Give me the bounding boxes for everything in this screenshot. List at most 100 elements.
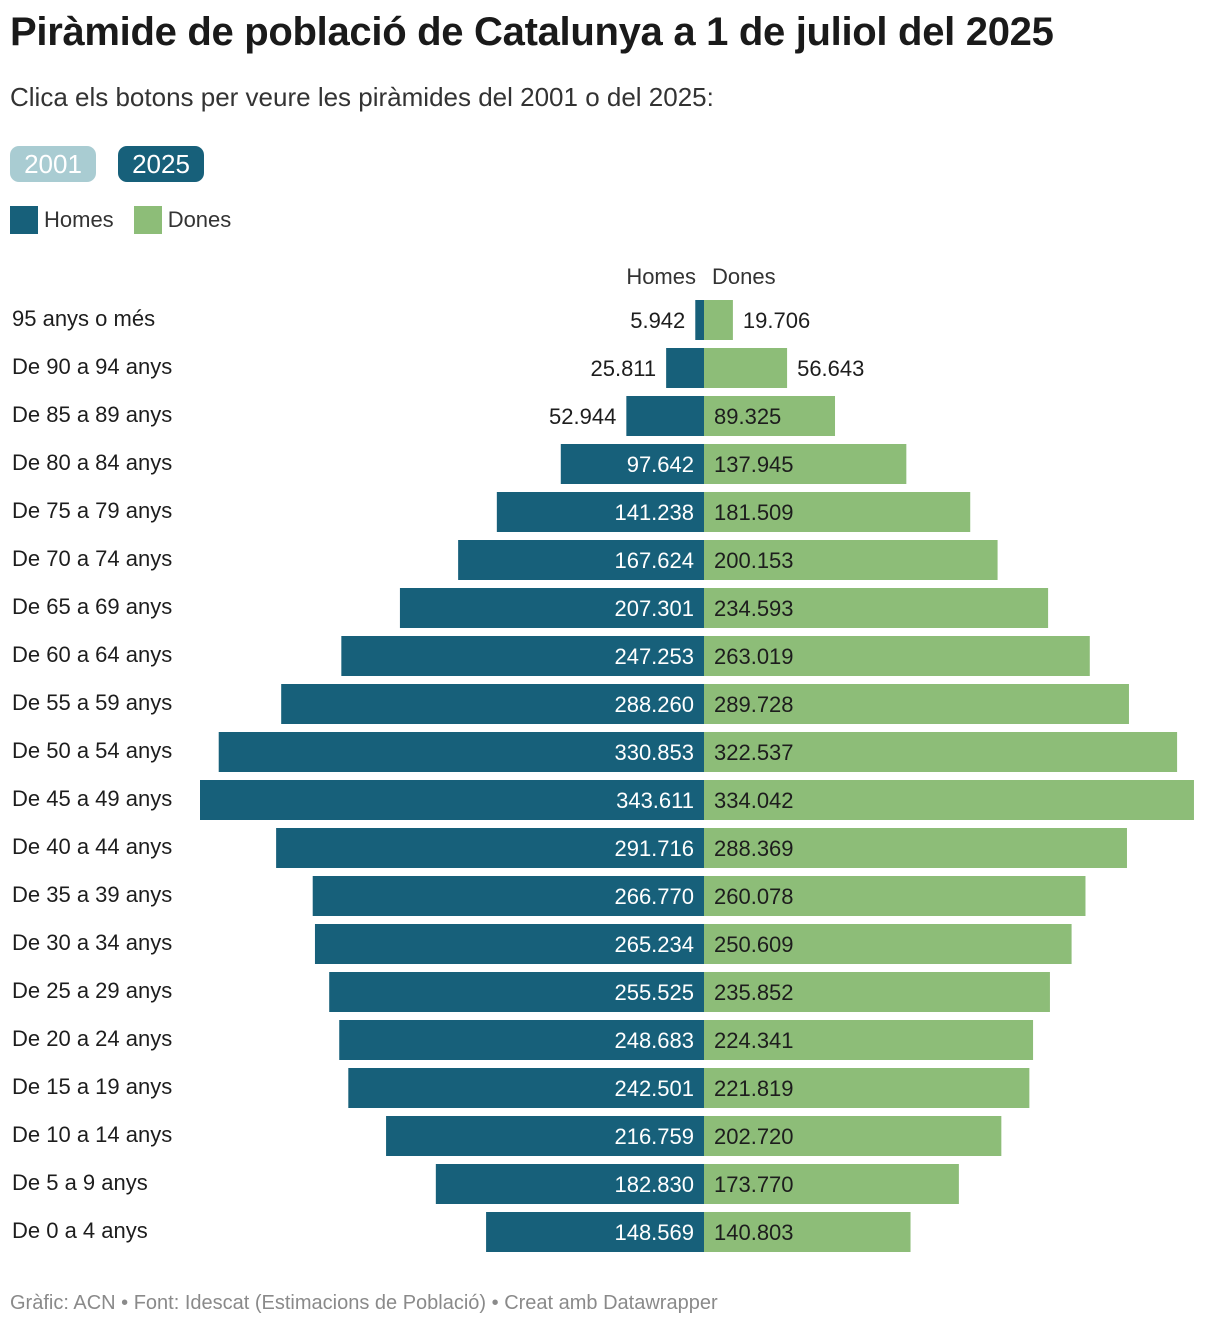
bar-dones: [704, 924, 1072, 964]
bar-homes: [399, 588, 704, 628]
category-label: De 35 a 39 anys: [12, 882, 172, 907]
legend-item-homes: Homes: [10, 206, 114, 234]
category-label: De 80 a 84 anys: [12, 450, 172, 475]
category-label: De 60 a 64 anys: [12, 642, 172, 667]
bar-dones: [704, 972, 1050, 1012]
value-label-homes: 148.569: [614, 1220, 694, 1245]
value-label-homes: 216.759: [614, 1124, 694, 1149]
value-label-dones: 137.945: [714, 452, 794, 477]
category-label: De 0 a 4 anys: [12, 1218, 148, 1243]
value-label-homes: 265.234: [614, 932, 694, 957]
bar-dones: [704, 732, 1178, 772]
column-header-homes: Homes: [626, 264, 696, 289]
category-label: De 30 a 34 anys: [12, 930, 172, 955]
bar-homes: [329, 972, 704, 1012]
category-label: De 25 a 29 anys: [12, 978, 172, 1003]
value-label-dones: 224.341: [714, 1028, 794, 1053]
bar-homes: [560, 444, 704, 484]
value-label-homes: 247.253: [614, 644, 694, 669]
bar-dones: [704, 1116, 1002, 1156]
bar-dones: [704, 1020, 1034, 1060]
bar-homes: [666, 348, 704, 388]
category-label: De 70 a 74 anys: [12, 546, 172, 571]
category-label: 95 anys o més: [12, 306, 155, 331]
value-label-homes: 343.611: [616, 788, 694, 813]
bar-dones: [704, 1164, 959, 1204]
value-label-homes: 330.853: [614, 740, 694, 765]
value-label-dones: 289.728: [714, 692, 794, 717]
population-pyramid-chart: Homes Dones 95 anys o més 5.942 19.706 De 90 …: [12, 264, 1194, 1252]
category-label: De 45 a 49 anys: [12, 786, 172, 811]
value-label-homes: 167.624: [614, 548, 694, 573]
bar-homes: [496, 492, 704, 532]
category-label: De 65 a 69 anys: [12, 594, 172, 619]
column-header-dones: Dones: [712, 264, 776, 289]
bar-dones: [704, 636, 1090, 676]
chart-footer: Gràfic: ACN • Font: Idescat (Estimacions…: [10, 1292, 718, 1314]
legend-item-dones: Dones: [133, 206, 232, 234]
bar-dones: [704, 300, 733, 340]
value-label-dones: 235.852: [714, 980, 794, 1005]
category-label: De 55 a 59 anys: [12, 690, 172, 715]
value-label-homes: 291.716: [614, 836, 694, 861]
bar-dones: [704, 684, 1129, 724]
value-label-homes: 288.260: [614, 692, 694, 717]
value-label-dones: 334.042: [714, 788, 794, 813]
bar-dones: [704, 1068, 1030, 1108]
bar-homes: [626, 396, 704, 436]
legend-swatch-homes: [10, 206, 38, 234]
category-label: De 15 a 19 anys: [12, 1074, 172, 1099]
value-label-dones: 200.153: [714, 548, 794, 573]
bar-homes: [200, 780, 704, 820]
category-label: De 10 a 14 anys: [12, 1122, 172, 1147]
value-label-homes: 97.642: [627, 452, 694, 477]
value-label-homes: 141.238: [614, 500, 694, 525]
category-label: De 20 a 24 anys: [12, 1026, 172, 1051]
value-label-homes: 207.301: [614, 596, 694, 621]
category-label: De 50 a 54 anys: [12, 738, 172, 763]
value-label-dones: 221.819: [714, 1076, 794, 1101]
year-2025-button[interactable]: 2025: [118, 146, 204, 182]
legend-swatch-dones: [133, 206, 162, 234]
value-label-dones: 19.706: [743, 308, 810, 333]
value-label-dones: 140.803: [714, 1220, 794, 1245]
value-label-dones: 89.325: [714, 404, 781, 429]
bar-homes: [458, 540, 704, 580]
value-label-dones: 56.643: [797, 356, 864, 381]
bar-homes: [386, 1116, 704, 1156]
legend-label-dones: Dones: [167, 207, 232, 232]
legend: Homes Dones: [10, 205, 251, 235]
value-label-dones: 181.509: [714, 500, 794, 525]
value-label-dones: 288.369: [714, 836, 794, 861]
legend-label-homes: Homes: [44, 207, 114, 232]
value-label-homes: 266.770: [614, 884, 694, 909]
bar-homes: [312, 876, 704, 916]
category-label: De 85 a 89 anys: [12, 402, 172, 427]
bar-homes: [348, 1068, 704, 1108]
year-2001-button[interactable]: 2001: [10, 146, 96, 182]
bar-dones: [704, 492, 971, 532]
value-label-homes: 255.525: [614, 980, 694, 1005]
value-label-dones: 173.770: [714, 1172, 794, 1197]
bar-homes: [314, 924, 704, 964]
bar-homes: [341, 636, 704, 676]
value-label-homes: 182.830: [614, 1172, 694, 1197]
bar-dones: [704, 444, 907, 484]
bar-dones: [704, 348, 788, 388]
value-label-homes: 52.944: [549, 404, 616, 429]
value-label-homes: 25.811: [590, 356, 656, 381]
bar-homes: [218, 732, 704, 772]
bar-homes: [339, 1020, 704, 1060]
category-label: De 40 a 44 anys: [12, 834, 172, 859]
bar-dones: [704, 876, 1086, 916]
bar-homes: [435, 1164, 704, 1204]
bar-homes: [276, 828, 704, 868]
bar-dones: [704, 1212, 911, 1252]
bar-dones: [704, 828, 1127, 868]
value-label-dones: 322.537: [714, 740, 794, 765]
bar-dones: [704, 540, 998, 580]
value-label-dones: 250.609: [714, 932, 794, 957]
category-label: De 5 a 9 anys: [12, 1170, 148, 1195]
bar-dones: [704, 588, 1049, 628]
value-label-homes: 248.683: [614, 1028, 694, 1053]
